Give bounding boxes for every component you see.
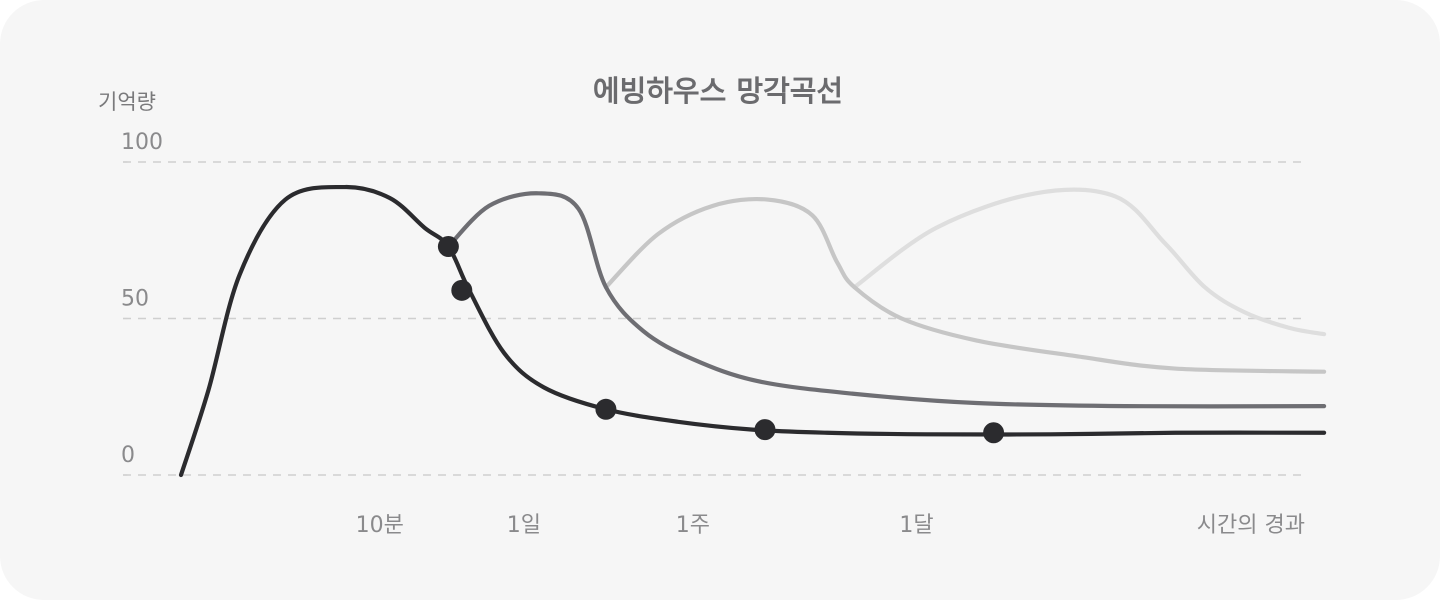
y-tick-0: 0 — [121, 443, 135, 468]
x-tick-labels: 10분 1일 1주 1달 — [356, 513, 934, 538]
review-marker-1 — [437, 236, 459, 258]
review-markers — [437, 236, 1005, 444]
series-line-4 — [852, 187, 1327, 337]
review-marker-2 — [451, 279, 473, 301]
x-tick-3: 1주 — [676, 513, 710, 538]
x-tick-2: 1일 — [507, 513, 541, 538]
review-marker-5 — [983, 422, 1005, 444]
series-line-3 — [603, 196, 1327, 374]
x-tick-1: 10분 — [356, 513, 404, 538]
review-marker-3 — [595, 398, 617, 420]
review-marker-4 — [754, 419, 776, 441]
y-tick-50: 50 — [121, 287, 149, 312]
y-tick-100: 100 — [121, 130, 163, 155]
x-axis-label: 시간의 경과 — [1197, 513, 1305, 538]
x-tick-4: 1달 — [899, 513, 933, 538]
grid-lines — [123, 161, 1305, 476]
chart-title: 에빙하우스 망각곡선 — [593, 74, 843, 108]
series-lines — [178, 184, 1327, 478]
y-tick-labels: 0 50 100 — [121, 130, 163, 468]
series-line-2 — [446, 191, 1327, 409]
y-axis-label: 기억량 — [98, 90, 156, 114]
